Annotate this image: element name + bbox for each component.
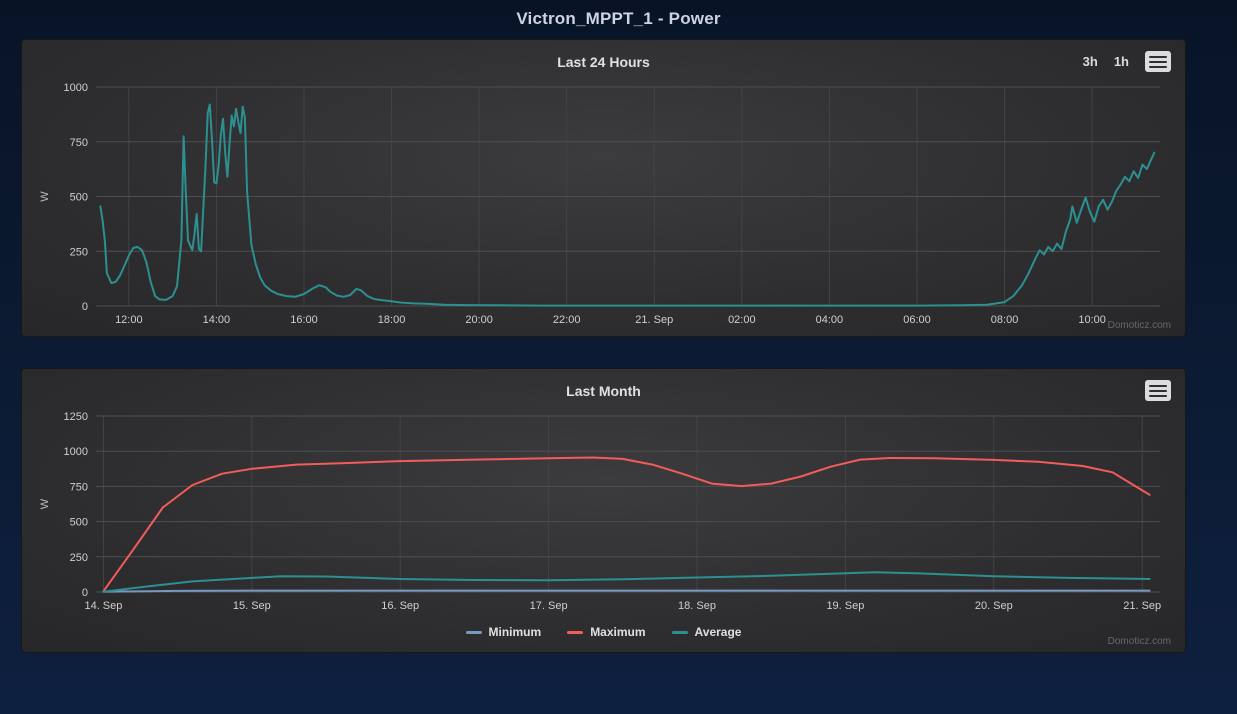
legend-item-maximum[interactable]: Maximum — [567, 625, 646, 639]
x-tick-label: 19. Sep — [826, 600, 864, 612]
y-axis-title: W — [39, 498, 51, 509]
header-controls-24h: 3h 1h — [1083, 51, 1171, 72]
series-line-minimum — [102, 589, 1151, 593]
range-button-3h[interactable]: 3h — [1082, 54, 1098, 69]
y-tick-label: 1250 — [64, 411, 88, 423]
chart-legend: Minimum Maximum Average — [34, 618, 1173, 648]
legend-swatch-maximum — [567, 630, 584, 634]
header-controls-month — [1145, 380, 1171, 401]
legend-item-minimum[interactable]: Minimum — [465, 625, 542, 639]
legend-swatch-average — [671, 630, 688, 634]
y-tick-label: 750 — [70, 137, 88, 149]
x-tick-label: 22:00 — [553, 314, 581, 326]
range-button-1h[interactable]: 1h — [1113, 54, 1129, 69]
x-tick-label: 14:00 — [203, 314, 231, 326]
x-tick-label: 02:00 — [728, 314, 756, 326]
chart-panel-last-24-hours: Last 24 Hours 3h 1h 12:00 14:00 16:00 18:00… — [21, 39, 1186, 337]
legend-label-minimum: Minimum — [488, 625, 542, 639]
y-tick-label: 0 — [82, 587, 88, 599]
y-tick-label: 1000 — [64, 82, 88, 94]
x-tick-label: 20:00 — [465, 314, 493, 326]
hamburger-menu-icon[interactable] — [1145, 51, 1171, 72]
page-title: Victron_MPPT_1 - Power — [516, 9, 721, 28]
x-tick-label: 21. Sep — [635, 314, 673, 326]
y-tick-label: 250 — [70, 246, 88, 258]
y-tick-label: 0 — [82, 301, 88, 313]
x-tick-label: 04:00 — [816, 314, 844, 326]
y-tick-label: 250 — [70, 552, 88, 564]
x-tick-label: 16. Sep — [381, 600, 419, 612]
hamburger-menu-icon[interactable] — [1145, 380, 1171, 401]
series-line-average — [102, 571, 1151, 593]
legend-label-average: Average — [694, 625, 742, 639]
x-tick-label: 15. Sep — [233, 600, 271, 612]
x-tick-label: 18. Sep — [678, 600, 716, 612]
y-axis-title: W — [39, 191, 51, 202]
watermark: Domoticz.com — [1107, 636, 1171, 647]
chart-title-24h: Last 24 Hours — [557, 54, 650, 70]
x-tick-label: 14. Sep — [84, 600, 122, 612]
chart-24h-svg: 12:00 14:00 16:00 18:00 20:00 22:00 21. Sep 02:… — [39, 82, 1160, 326]
y-tick-label: 750 — [70, 481, 88, 493]
legend-swatch-minimum — [465, 630, 482, 634]
watermark: Domoticz.com — [1107, 320, 1171, 331]
legend-label-maximum: Maximum — [590, 625, 646, 639]
x-tick-label: 17. Sep — [530, 600, 568, 612]
legend-item-average[interactable]: Average — [671, 625, 742, 639]
x-tick-label: 21. Sep — [1123, 600, 1161, 612]
chart-month-svg: 14. Sep 15. Sep 16. Sep 17. Sep 18. Sep 19. S… — [39, 411, 1161, 612]
x-tick-label: 18:00 — [378, 314, 406, 326]
series-line-maximum — [102, 456, 1151, 593]
panel-header-month: Last Month — [34, 376, 1173, 406]
x-tick-label: 12:00 — [115, 314, 143, 326]
panel-header-24h: Last 24 Hours 3h 1h — [34, 47, 1173, 77]
x-tick-label: 06:00 — [903, 314, 931, 326]
x-tick-label: 16:00 — [290, 314, 318, 326]
chart-title-month: Last Month — [566, 383, 641, 399]
y-tick-label: 1000 — [64, 446, 88, 458]
x-tick-label: 20. Sep — [975, 600, 1013, 612]
chart-panel-last-month: Last Month 14. Sep 15. Sep 16. Sep 17. Sep 1… — [21, 368, 1186, 653]
y-tick-label: 500 — [70, 517, 88, 529]
x-tick-label: 08:00 — [991, 314, 1019, 326]
series-line-power — [99, 103, 1156, 307]
y-tick-label: 500 — [70, 192, 88, 204]
x-tick-label: 10:00 — [1078, 314, 1106, 326]
